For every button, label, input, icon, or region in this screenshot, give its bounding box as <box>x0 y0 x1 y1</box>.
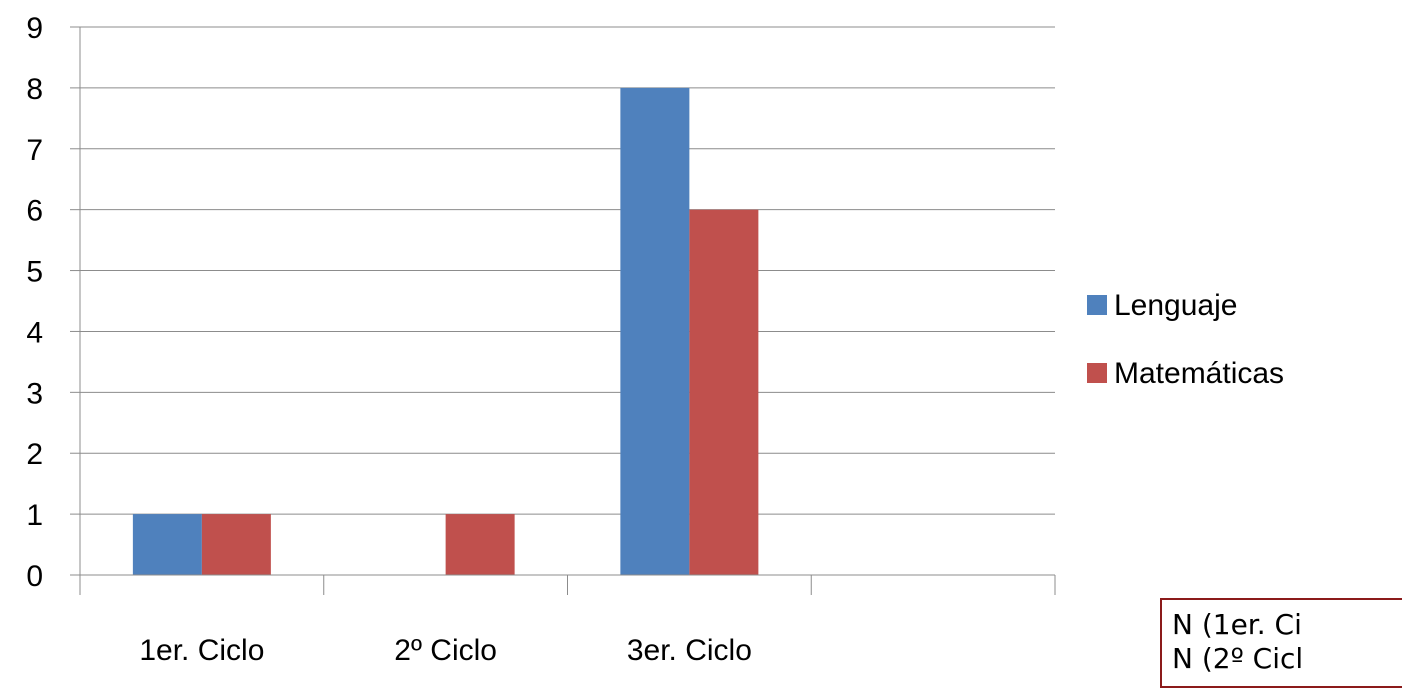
bar-matematicas <box>689 209 759 575</box>
y-axis: 0 1 2 3 4 5 6 7 8 9 <box>26 12 81 593</box>
y-tick-label: 3 <box>26 377 43 410</box>
y-tick-label: 8 <box>26 73 43 106</box>
legend-label: Lenguaje <box>1114 289 1237 322</box>
y-tick-label: 6 <box>26 195 43 228</box>
bar-lenguaje <box>620 87 690 575</box>
bar-lenguaje <box>132 514 202 575</box>
x-category-label: 2º Ciclo <box>394 634 497 667</box>
x-axis: 1er. Ciclo 2º Ciclo 3er. Ciclo <box>79 574 1056 667</box>
bars <box>132 87 759 575</box>
y-tick-label: 2 <box>26 438 43 471</box>
y-tick-label: 7 <box>26 134 43 167</box>
x-category-label: 1er. Ciclo <box>139 634 264 667</box>
sample-size-note: N (1er. Ci N (2º Cicl <box>1160 598 1402 688</box>
legend: Lenguaje Matemáticas <box>1087 289 1284 390</box>
bar-matematicas <box>201 514 271 575</box>
y-tick-label: 4 <box>26 316 43 349</box>
gridlines <box>80 26 1055 515</box>
y-tick-label: 9 <box>26 12 43 45</box>
legend-swatch <box>1087 295 1107 315</box>
x-category-label: 3er. Ciclo <box>627 634 752 667</box>
y-tick-label: 0 <box>26 560 43 593</box>
note-line-2: N (2º Cicl <box>1172 642 1304 675</box>
y-tick-label: 1 <box>26 499 43 532</box>
legend-label: Matemáticas <box>1114 357 1284 390</box>
bar-matematicas <box>445 514 515 575</box>
legend-swatch <box>1087 363 1107 383</box>
y-tick-label: 5 <box>26 256 43 289</box>
note-line-1: N (1er. Ci <box>1172 608 1302 641</box>
